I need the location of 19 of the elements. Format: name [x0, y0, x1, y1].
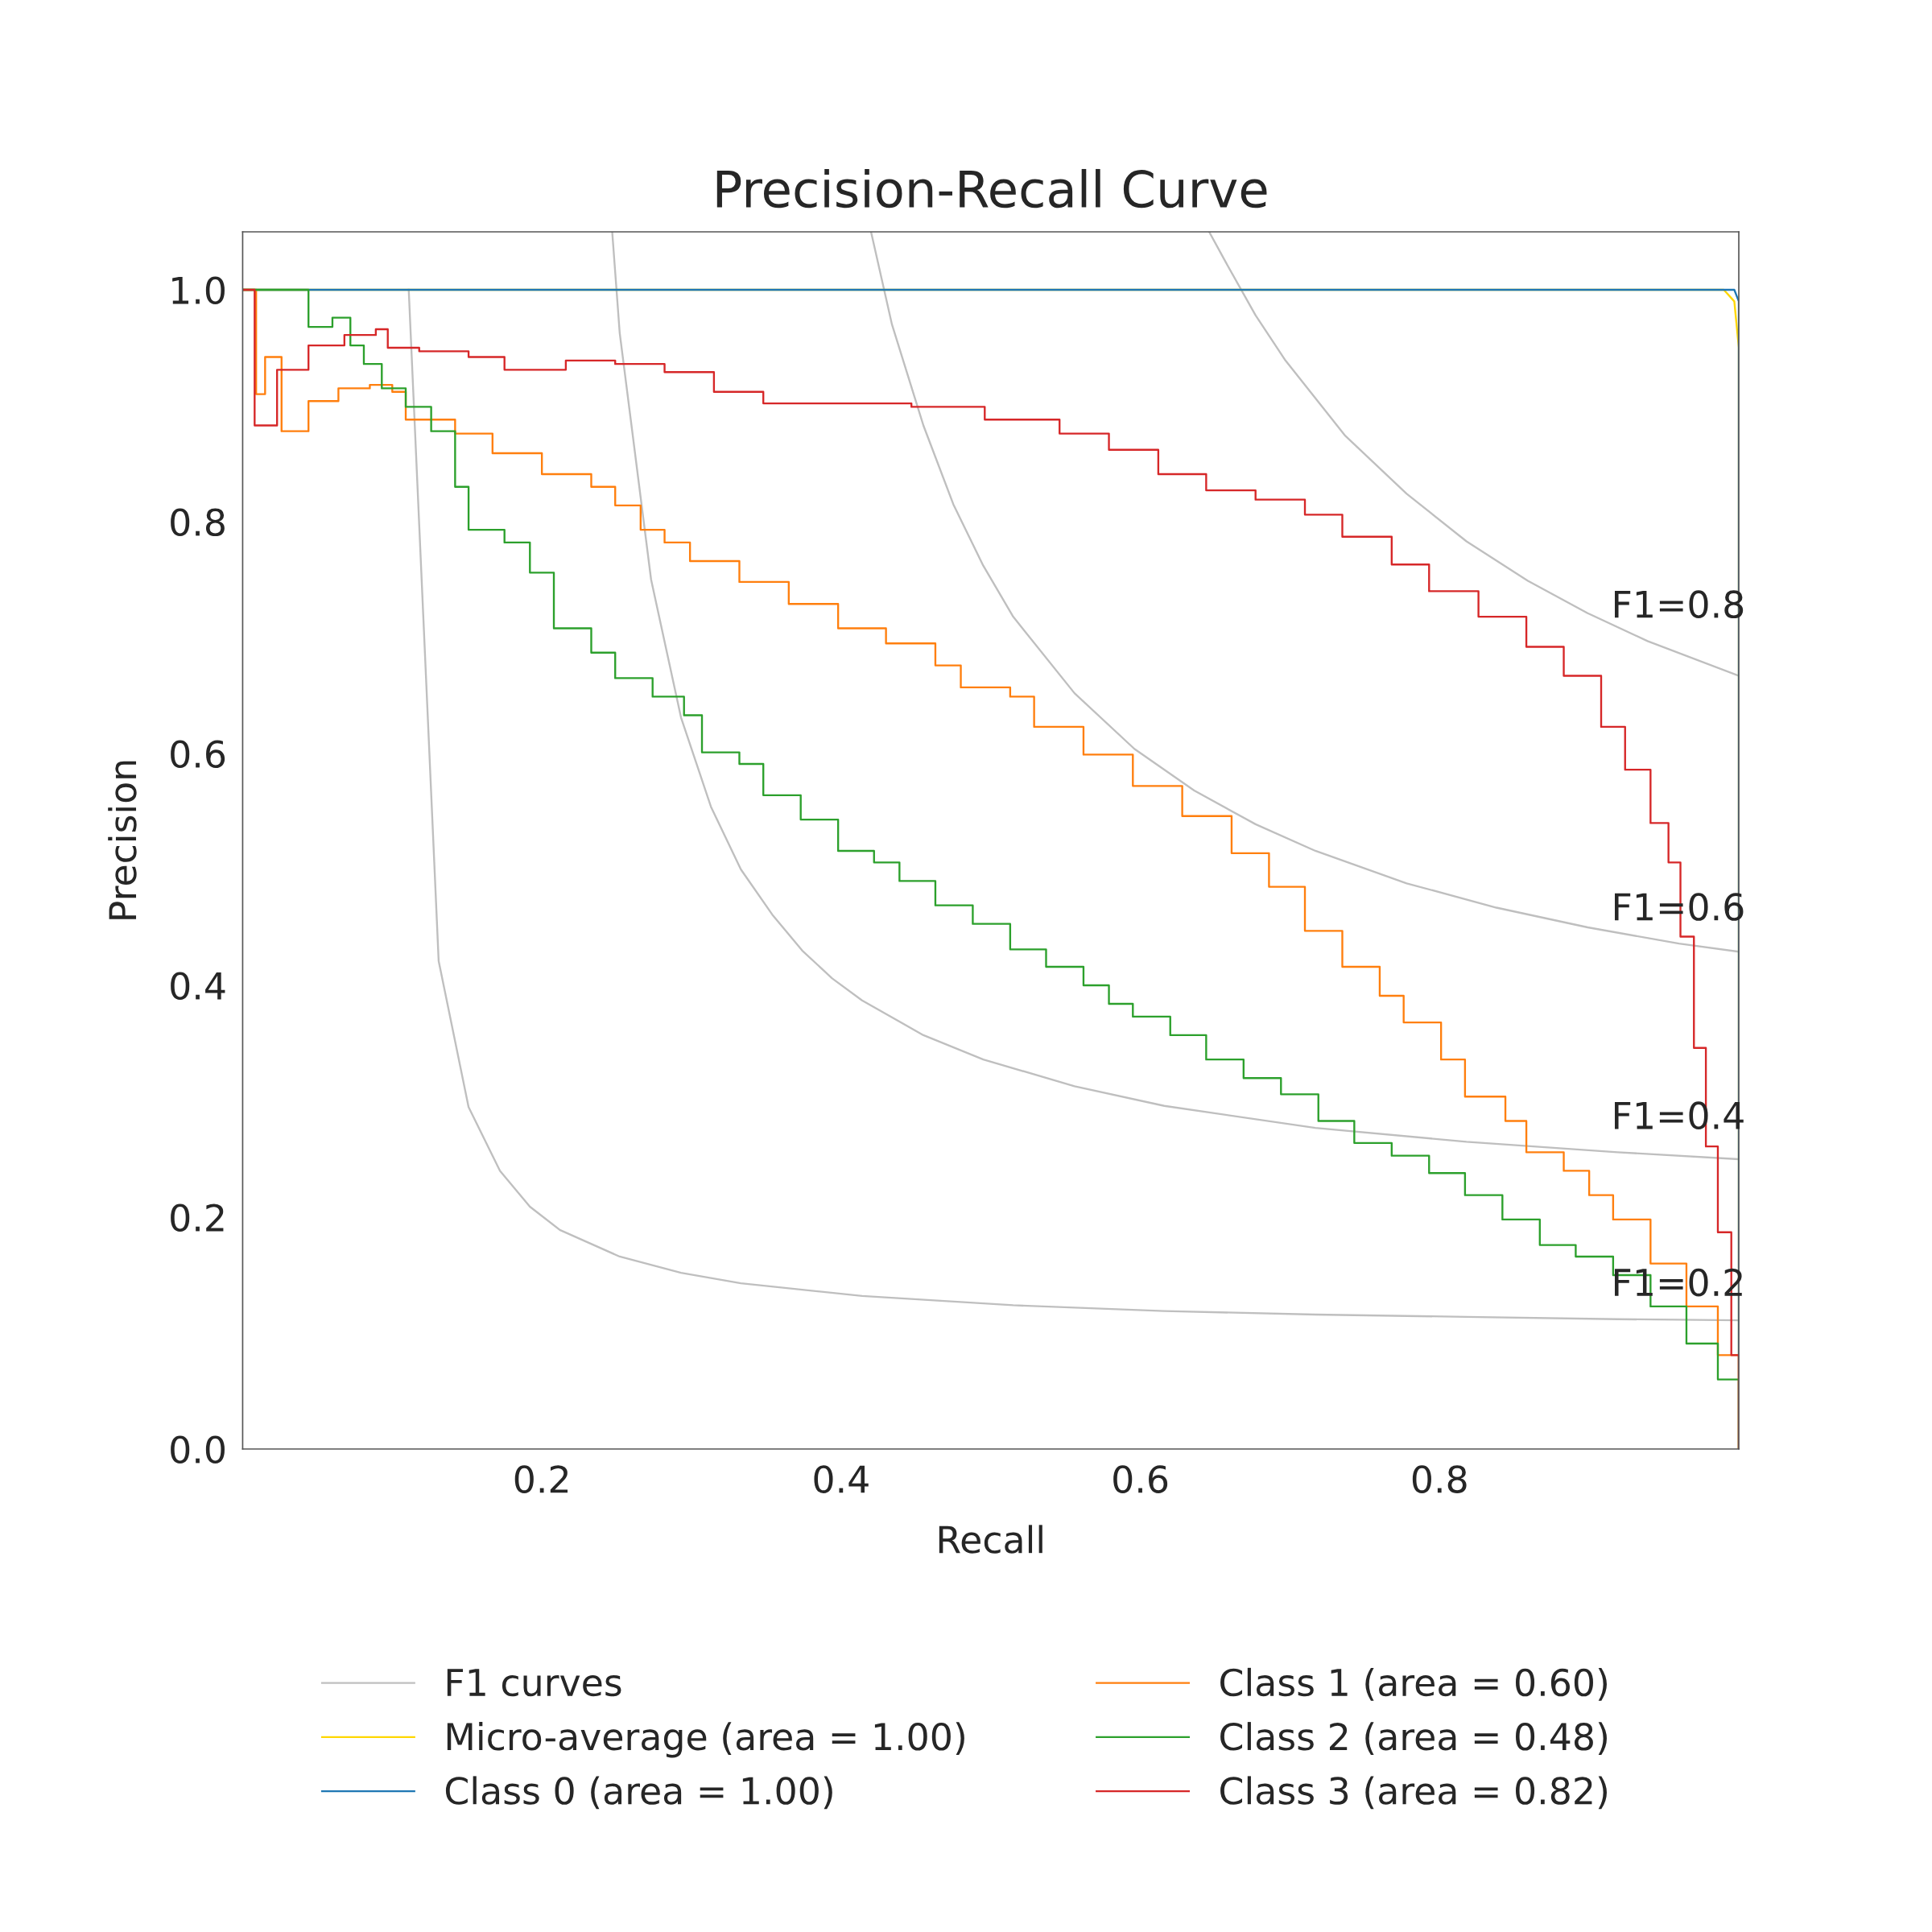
y-tick-label: 0.6: [171, 740, 225, 769]
y-tick-label: 0.0: [171, 1435, 225, 1464]
x-tick-label: 0.2: [514, 1465, 568, 1493]
legend-label: Class 0 (area = 1.00): [445, 1776, 832, 1810]
legend-label: Class 3 (area = 0.82): [1220, 1776, 1607, 1810]
x-tick-label: 0.4: [814, 1465, 869, 1493]
legend-label: Class 1 (area = 0.60): [1220, 1667, 1607, 1701]
chart-title: Precision-Recall Curve: [716, 168, 1267, 208]
legend-label: Class 2 (area = 0.48): [1220, 1722, 1607, 1755]
x-axis-title: Recall: [939, 1525, 1042, 1554]
legend-label: F1 curves: [447, 1669, 621, 1697]
y-tick-label: 0.8: [171, 508, 225, 537]
y-tick-label: 0.2: [171, 1203, 224, 1232]
y-axis-title: Precision: [108, 761, 137, 919]
y-tick-label: 0.4: [171, 972, 225, 1001]
y-tick-label: 1.0: [172, 276, 225, 305]
x-tick-label: 0.8: [1412, 1465, 1467, 1493]
legend-label: Micro-average (area = 1.00): [447, 1722, 964, 1758]
x-tick-label: 0.6: [1113, 1465, 1168, 1493]
